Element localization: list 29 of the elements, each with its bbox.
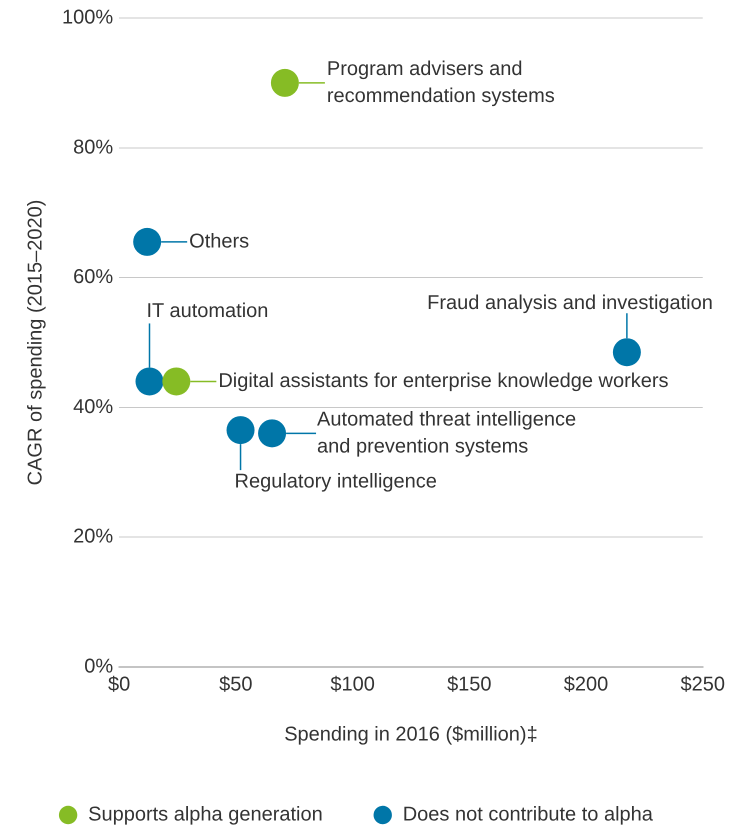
annotation: IT automation	[146, 300, 268, 322]
legend-label: Supports alpha generation	[88, 804, 323, 826]
point	[612, 338, 641, 366]
annotation: Program advisers and recommendation systems	[326, 58, 555, 107]
annotation: Automated threat intelligence and prevention systems	[317, 408, 576, 458]
x-tick-label: $200	[564, 674, 608, 696]
annotation: Regulatory intelligence	[234, 470, 437, 493]
y-tick-label: 40%	[73, 396, 114, 418]
point	[136, 367, 164, 396]
annotation: Fraud analysis and investigation	[427, 292, 713, 314]
legend-label: Does not contribute to alpha	[402, 804, 654, 826]
point	[133, 228, 162, 256]
x-tick-label: $100	[330, 674, 375, 696]
annotation: Others	[189, 230, 250, 252]
y-axis-title: CAGR of spending (2015–2020)	[24, 200, 47, 486]
point	[270, 68, 299, 97]
point	[162, 367, 190, 396]
y-tick-label: 20%	[73, 526, 114, 548]
x-tick-label: $250	[680, 674, 726, 696]
annotation: Digital assistants for enterprise knowledge workers	[218, 370, 669, 392]
y-tick-label: 80%	[73, 136, 114, 158]
y-tick-label: 100%	[62, 6, 114, 29]
x-tick-label: $50	[219, 674, 253, 696]
point	[226, 416, 255, 444]
x-tick-label: $150	[447, 674, 492, 696]
y-tick-label: 60%	[73, 266, 114, 288]
point	[258, 419, 286, 448]
x-axis-title: Spending in 2016 ($million)‡	[284, 724, 538, 746]
x-tick-label: $0	[108, 674, 130, 696]
